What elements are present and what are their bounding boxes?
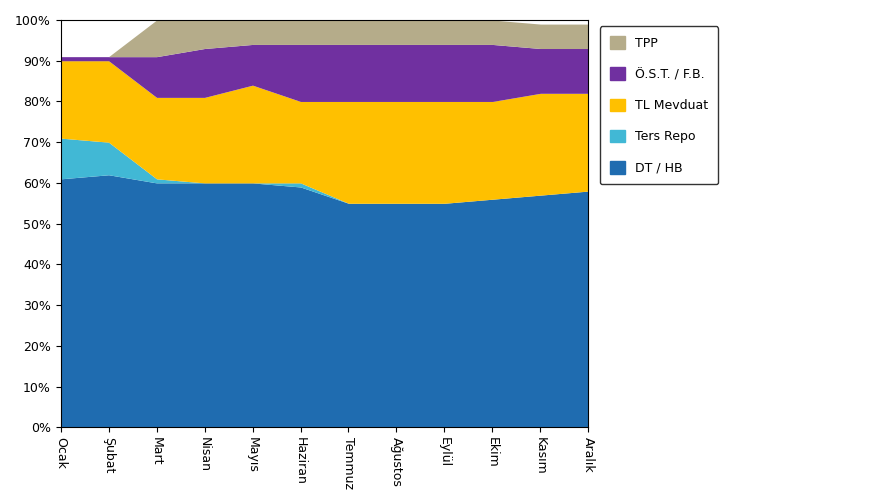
Legend: TPP, Ö.S.T. / F.B., TL Mevduat, Ters Repo, DT / HB: TPP, Ö.S.T. / F.B., TL Mevduat, Ters Rep… — [600, 26, 718, 184]
